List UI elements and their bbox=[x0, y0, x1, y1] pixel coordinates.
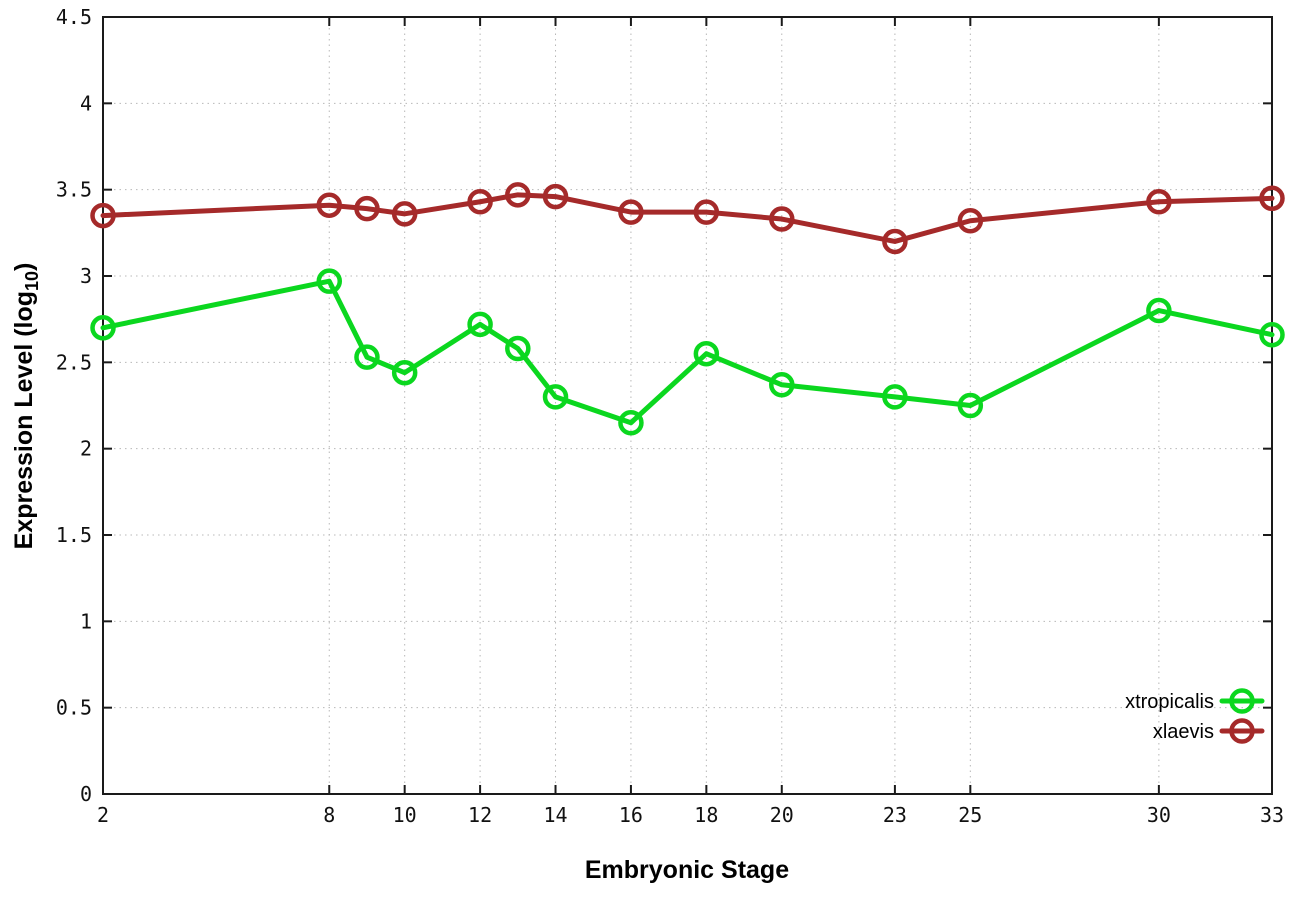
x-tick-label: 30 bbox=[1147, 803, 1171, 827]
y-axis-title-close: ) bbox=[10, 263, 38, 271]
x-tick-label: 10 bbox=[393, 803, 417, 827]
data-point-xtropicalis bbox=[882, 384, 908, 410]
data-point-xtropicalis bbox=[467, 311, 493, 338]
legend: xtropicalis xlaevis bbox=[1125, 688, 1265, 744]
y-axis-title: Expression Level (log10) bbox=[10, 263, 42, 550]
y-tick-label: 0 bbox=[80, 782, 92, 806]
y-tick-label: 2.5 bbox=[56, 350, 92, 374]
y-tick-label: 1 bbox=[80, 609, 92, 633]
data-point-xlaevis bbox=[354, 195, 380, 222]
y-axis-title-subscript: 10 bbox=[22, 271, 42, 291]
data-point-xlaevis bbox=[90, 202, 116, 229]
data-series-layer bbox=[90, 182, 1285, 436]
data-point-xtropicalis bbox=[1259, 321, 1285, 348]
legend-swatch-xlaevis bbox=[1219, 718, 1265, 744]
legend-label-xtropicalis: xtropicalis bbox=[1125, 691, 1214, 713]
x-tick-label: 23 bbox=[883, 803, 907, 827]
data-point-xlaevis bbox=[693, 199, 720, 225]
x-tick-label: 12 bbox=[468, 803, 492, 827]
data-point-xlaevis bbox=[542, 183, 569, 210]
y-tick-label: 4.5 bbox=[56, 5, 92, 29]
data-point-xlaevis bbox=[316, 192, 343, 218]
y-axis-title-main: Expression Level (log bbox=[10, 291, 38, 549]
x-tick-label: 16 bbox=[619, 803, 643, 827]
x-tick-label: 25 bbox=[958, 803, 982, 827]
x-tick-label: 2 bbox=[97, 803, 109, 827]
y-tick-label: 3 bbox=[80, 264, 92, 288]
data-point-xtropicalis bbox=[354, 344, 380, 370]
series-line-xtropicalis bbox=[100, 278, 1275, 426]
data-point-xlaevis bbox=[957, 207, 984, 234]
series-line-xlaevis bbox=[100, 192, 1275, 244]
data-point-xtropicalis bbox=[90, 315, 116, 341]
plot-frame bbox=[102, 16, 1273, 795]
data-point-xtropicalis bbox=[505, 335, 531, 362]
x-tick-label: 14 bbox=[543, 803, 567, 827]
grid-layer bbox=[103, 17, 1272, 794]
data-point-xlaevis bbox=[1259, 185, 1285, 212]
data-point-xtropicalis bbox=[618, 410, 644, 436]
legend-marker-xtropicalis bbox=[1229, 688, 1255, 714]
y-tick-label: 3.5 bbox=[56, 178, 92, 202]
data-point-xtropicalis bbox=[957, 392, 984, 419]
data-point-xtropicalis bbox=[693, 340, 720, 367]
data-point-xtropicalis bbox=[1146, 297, 1172, 324]
data-point-xlaevis bbox=[882, 228, 908, 255]
y-tick-label: 0.5 bbox=[56, 696, 92, 720]
data-point-xlaevis bbox=[618, 199, 644, 225]
x-tick-label: 33 bbox=[1260, 803, 1284, 827]
y-tick-label: 1.5 bbox=[56, 523, 92, 547]
data-point-xlaevis bbox=[467, 189, 493, 215]
x-tick-label: 8 bbox=[323, 803, 335, 827]
legend-marker-xlaevis bbox=[1229, 718, 1255, 744]
data-point-xlaevis bbox=[769, 206, 795, 232]
data-point-xlaevis bbox=[505, 182, 531, 208]
data-point-xtropicalis bbox=[391, 359, 418, 386]
data-point-xlaevis bbox=[391, 201, 418, 227]
legend-label-xlaevis: xlaevis bbox=[1153, 721, 1214, 743]
tick-marks bbox=[102, 16, 1273, 795]
legend-swatch-xtropicalis bbox=[1219, 688, 1265, 714]
data-point-xtropicalis bbox=[542, 384, 569, 410]
x-tick-label: 20 bbox=[770, 803, 794, 827]
data-point-xtropicalis bbox=[769, 372, 795, 398]
x-tick-label: 18 bbox=[694, 803, 718, 827]
tick-labels: 2 8 10 12 14 16 18 20 23 25 30 33 0 0.5 1 1.5 2 2.5 3 3.5 4 4… bbox=[56, 5, 1284, 827]
y-tick-label: 4 bbox=[80, 91, 92, 115]
data-point-xtropicalis bbox=[316, 268, 343, 294]
y-tick-label: 2 bbox=[80, 437, 92, 461]
data-point-xlaevis bbox=[1146, 189, 1172, 215]
plot-border bbox=[102, 16, 1273, 795]
x-axis-title: Embryonic Stage bbox=[585, 856, 789, 884]
